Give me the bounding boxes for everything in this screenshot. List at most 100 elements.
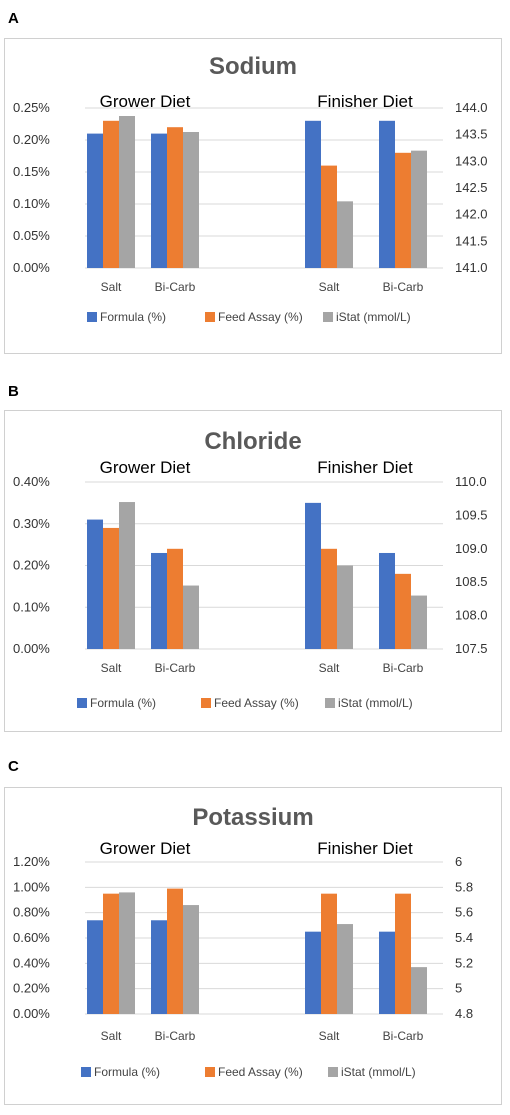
y-left-tick-label: 0.20% [13,981,50,996]
y-left-tick-label: 0.20% [13,558,50,573]
y-right-tick-label: 141.0 [455,260,488,275]
diet-group-label: Grower Diet [100,458,191,477]
bar-istat-mmol-l [119,892,135,1014]
legend-label: iStat (mmol/L) [338,696,413,710]
panel-label-a: A [8,10,19,27]
bar-formula [379,120,395,268]
y-right-tick-label: 5.4 [455,930,473,945]
chart-panel-chloride: Chloride 0.40% 0.30% 0.20% 0.10% 0.00% 110.0 10… [4,410,502,732]
y-right-tick-label: 141.5 [455,233,488,248]
bar-istat-mmol-l [337,201,353,268]
diet-group-label: Finisher Diet [317,839,413,858]
potassium-chart: Potassium 1.20% 1.00% 0.80% 0.60% 0.40% 0.20% 0… [13,804,473,1079]
y-left-tick-label: 0.00% [13,260,50,275]
bar-feed-assay [321,548,337,649]
chart-title: Potassium [192,804,313,831]
bar-istat-mmol-l [183,905,199,1014]
y-right-tick-label: 144.0 [455,100,488,115]
chart-title: Sodium [209,53,297,80]
bar-istat-mmol-l [183,132,199,268]
bar-formula [305,502,321,649]
chart-panel-sodium: Sodium 0.25% 0.20% 0.15% 0.10% 0.05% 0.00% 144.… [4,38,502,354]
sodium-chart: Sodium 0.25% 0.20% 0.15% 0.10% 0.05% 0.00% 144.… [13,53,488,324]
diet-group-label: Finisher Diet [317,92,413,111]
x-category-label: Salt [319,280,340,294]
y-left-tick-label: 0.00% [13,641,50,656]
bar-istat-mmol-l [183,585,199,649]
legend-label: Feed Assay (%) [214,696,299,710]
legend-swatch [205,1067,215,1077]
legend-label: iStat (mmol/L) [336,310,411,324]
x-category-label: Bi-Carb [383,1029,424,1043]
y-right-tick-label: 107.5 [455,641,488,656]
y-left-tick-label: 0.10% [13,599,50,614]
panel-label-b: B [8,383,19,400]
bar-istat-mmol-l [337,924,353,1014]
legend-label: Feed Assay (%) [218,1065,303,1079]
bar-feed-assay [395,152,411,268]
y-right-tick-label: 142.0 [455,207,488,222]
bar-formula [305,120,321,268]
y-left-tick-label: 0.60% [13,930,50,945]
y-right-tick-label: 5 [455,981,462,996]
bar-feed-assay [321,165,337,268]
bar-feed-assay [103,893,119,1014]
diet-group-label: Grower Diet [100,839,191,858]
bar-formula [87,920,103,1014]
bar-feed-assay [167,888,183,1014]
x-category-label: Salt [319,661,340,675]
y-right-tick-label: 110.0 [455,474,487,489]
legend-swatch [77,698,87,708]
y-right-tick-label: 108.0 [455,608,488,623]
bar-feed-assay [103,120,119,268]
bar-feed-assay [167,127,183,268]
bar-feed-assay [167,548,183,649]
y-left-tick-label: 0.00% [13,1006,50,1021]
y-left-tick-label: 0.05% [13,228,50,243]
y-right-tick-label: 143.0 [455,153,488,168]
y-left-tick-label: 1.20% [13,854,50,869]
legend-label: Formula (%) [94,1065,160,1079]
bar-formula [151,552,167,649]
bar-istat-mmol-l [119,116,135,268]
legend-label: Feed Assay (%) [218,310,303,324]
y-left-tick-label: 1.00% [13,879,50,894]
diet-group-label: Finisher Diet [317,458,413,477]
diet-group-label: Grower Diet [100,92,191,111]
y-right-tick-label: 6 [455,854,462,869]
legend-label: iStat (mmol/L) [341,1065,416,1079]
y-left-tick-label: 0.40% [13,955,50,970]
bar-istat-mmol-l [411,595,427,649]
legend-swatch [323,312,333,322]
y-left-tick-label: 0.20% [13,132,50,147]
legend-label: Formula (%) [100,310,166,324]
bar-istat-mmol-l [119,502,135,649]
y-right-tick-label: 143.5 [455,127,488,142]
bar-formula [379,931,395,1014]
bar-feed-assay [395,573,411,649]
x-category-label: Salt [319,1029,340,1043]
legend-swatch [328,1067,338,1077]
panel-label-c: C [8,758,19,775]
legend-swatch [325,698,335,708]
bar-feed-assay [321,893,337,1014]
x-category-label: Bi-Carb [155,661,196,675]
y-right-tick-label: 109.0 [455,541,488,556]
y-right-tick-label: 5.2 [455,955,473,970]
y-right-tick-label: 4.8 [455,1006,473,1021]
y-left-tick-label: 0.15% [13,164,50,179]
bar-formula [305,931,321,1014]
x-category-label: Salt [101,661,122,675]
y-right-tick-label: 5.6 [455,905,473,920]
legend-swatch [87,312,97,322]
chart-panel-potassium: Potassium 1.20% 1.00% 0.80% 0.60% 0.40% 0.20% 0… [4,787,502,1105]
legend-swatch [81,1067,91,1077]
y-right-tick-label: 109.5 [455,507,488,522]
bar-formula [151,920,167,1014]
bar-istat-mmol-l [337,565,353,649]
y-left-tick-label: 0.25% [13,100,50,115]
y-right-tick-label: 108.5 [455,574,488,589]
bar-feed-assay [395,893,411,1014]
chart-title: Chloride [204,428,301,455]
legend-swatch [201,698,211,708]
